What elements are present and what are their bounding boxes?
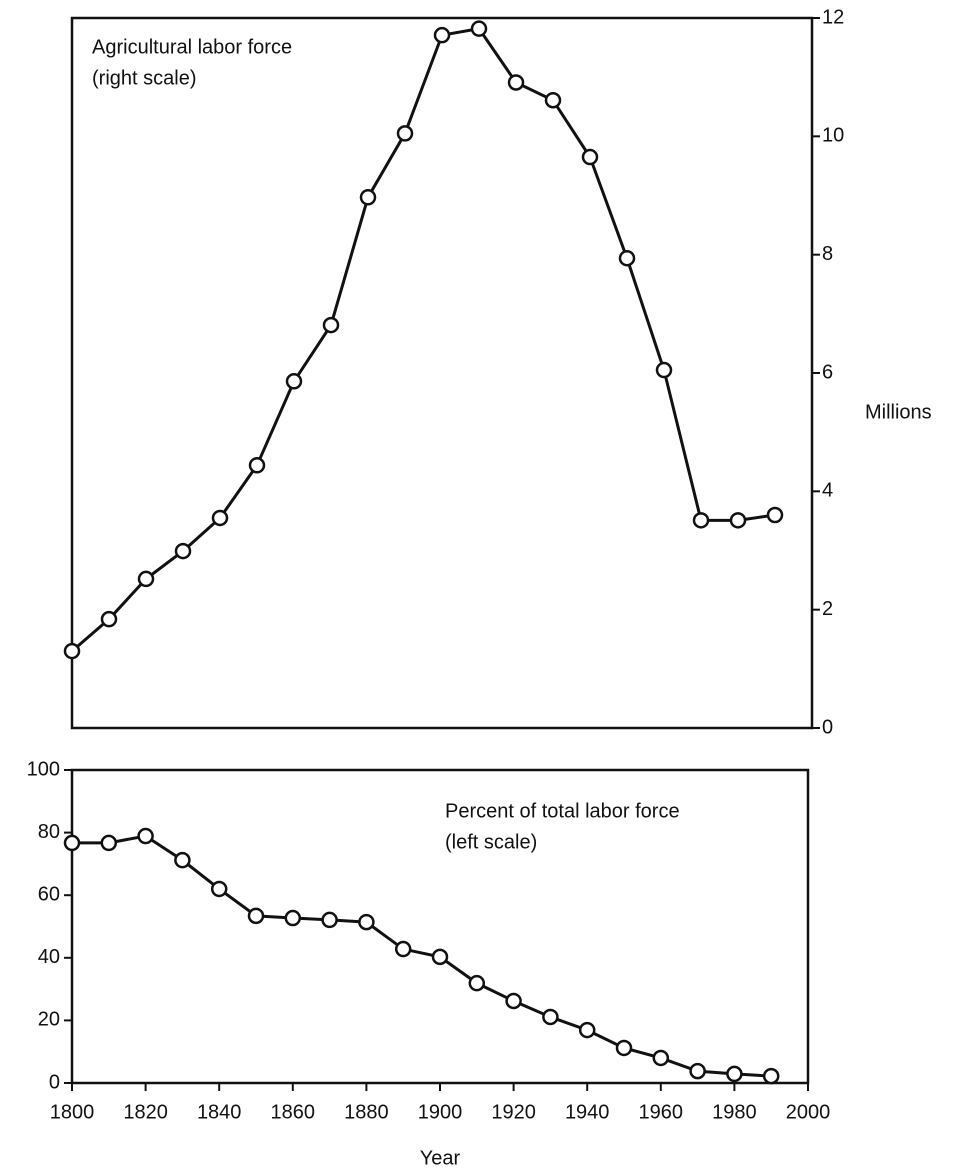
data-point xyxy=(174,851,191,869)
x-tick-label: 1820 xyxy=(123,1101,168,1123)
data-point xyxy=(396,125,414,142)
data-point xyxy=(100,610,118,628)
data-point xyxy=(505,992,522,1010)
data-point xyxy=(542,1008,559,1026)
data-point xyxy=(618,249,636,267)
y2-tick-label: 0 xyxy=(822,716,833,738)
data-point xyxy=(322,316,340,334)
y-tick-label: 80 xyxy=(38,821,60,843)
data-point xyxy=(433,26,451,44)
data-point xyxy=(692,512,710,529)
y-tick-label: 40 xyxy=(38,946,60,968)
series-line xyxy=(72,834,772,1078)
data-point xyxy=(766,506,784,524)
y2-axis-label: Millions xyxy=(865,401,932,423)
plot-frame xyxy=(70,16,814,730)
data-point xyxy=(652,1049,670,1067)
y2-tick-label: 8 xyxy=(822,243,833,265)
data-point xyxy=(431,948,449,966)
y2-tick-label: 2 xyxy=(822,598,833,620)
data-point xyxy=(689,1062,706,1080)
x-tick-label: 1960 xyxy=(639,1101,684,1123)
x-tick-label: 1900 xyxy=(418,1101,463,1123)
x-tick-label: 1940 xyxy=(565,1101,610,1123)
data-point xyxy=(358,913,375,931)
annotation: Agricultural labor force xyxy=(92,36,292,58)
data-point xyxy=(655,361,673,379)
y2-tick-label: 6 xyxy=(822,361,833,383)
data-point xyxy=(137,827,154,845)
x-tick-label: 1800 xyxy=(50,1101,95,1123)
data-point xyxy=(248,457,266,474)
data-point xyxy=(507,74,525,91)
data-point xyxy=(321,911,338,929)
data-point xyxy=(211,509,229,527)
annotation: (left scale) xyxy=(445,831,537,853)
y-tick-label: 0 xyxy=(49,1071,60,1093)
data-point xyxy=(468,974,486,992)
data-point xyxy=(247,907,265,925)
annotation: Percent of total labor force xyxy=(445,800,680,822)
data-point xyxy=(581,148,599,166)
data-point xyxy=(63,834,81,852)
data-point xyxy=(726,1065,743,1083)
y2-tick-label: 10 xyxy=(822,125,844,147)
annotation: (right scale) xyxy=(92,67,196,89)
data-point xyxy=(285,373,303,390)
y2-tick-label: 12 xyxy=(822,6,844,28)
x-tick-label: 1920 xyxy=(491,1101,536,1123)
y2-tick-label: 4 xyxy=(822,480,833,502)
x-axis-label: Year xyxy=(420,1147,461,1169)
data-point xyxy=(578,1021,596,1039)
data-point xyxy=(63,642,81,660)
x-tick-label: 1840 xyxy=(197,1101,242,1123)
data-point xyxy=(729,512,747,529)
data-point xyxy=(210,880,228,898)
data-point xyxy=(100,834,118,852)
x-tick-label: 1980 xyxy=(712,1101,757,1123)
x-tick-label: 1880 xyxy=(344,1101,389,1123)
data-point xyxy=(762,1067,780,1085)
x-tick-label: 1860 xyxy=(271,1101,316,1123)
y-tick-label: 60 xyxy=(38,883,60,905)
y-tick-label: 100 xyxy=(27,758,60,780)
data-point xyxy=(544,91,562,109)
data-point xyxy=(394,940,412,958)
data-point xyxy=(470,20,488,37)
x-tick-label: 2000 xyxy=(786,1101,831,1123)
data-point xyxy=(615,1039,633,1057)
data-point xyxy=(284,909,302,927)
data-point xyxy=(174,542,192,560)
data-point xyxy=(359,189,377,206)
plot-frame xyxy=(70,768,810,1085)
series-line xyxy=(71,27,776,653)
data-point xyxy=(137,570,155,588)
y-tick-label: 20 xyxy=(38,1009,60,1031)
